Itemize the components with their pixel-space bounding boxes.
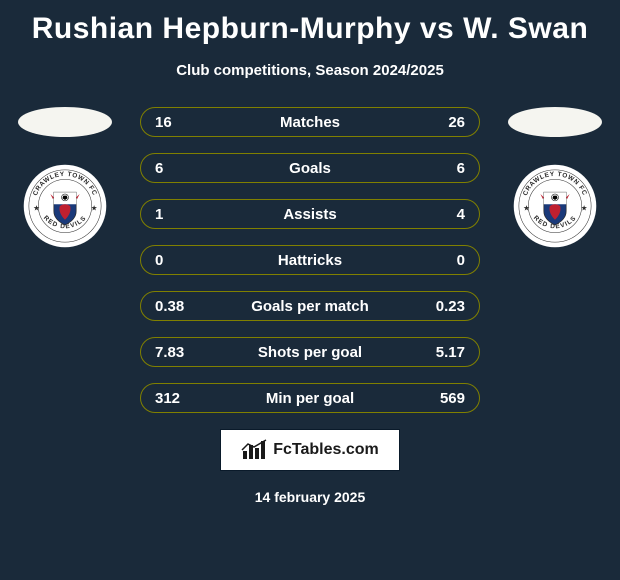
stat-left-value: 0 bbox=[155, 252, 195, 269]
stat-label: Min per goal bbox=[195, 390, 425, 407]
comparison-panel: CRAWLEY TOWN FC RED DEVILS ★ ★ CRAWLEY T… bbox=[0, 107, 620, 413]
ball-icon bbox=[508, 107, 602, 137]
stat-right-value: 6 bbox=[425, 160, 465, 177]
brand-footer: FcTables.com bbox=[220, 429, 400, 471]
stat-label: Hattricks bbox=[195, 252, 425, 269]
stat-right-value: 569 bbox=[425, 390, 465, 407]
svg-text:★: ★ bbox=[91, 203, 98, 212]
stat-row: 6Goals6 bbox=[140, 153, 480, 183]
stat-label: Matches bbox=[195, 114, 425, 131]
player-right-side: CRAWLEY TOWN FC RED DEVILS ★ ★ bbox=[508, 107, 602, 249]
stat-right-value: 26 bbox=[425, 114, 465, 131]
stat-row: 0.38Goals per match0.23 bbox=[140, 291, 480, 321]
stat-left-value: 6 bbox=[155, 160, 195, 177]
stat-row: 312Min per goal569 bbox=[140, 383, 480, 413]
stat-right-value: 0.23 bbox=[425, 298, 465, 315]
stat-left-value: 16 bbox=[155, 114, 195, 131]
stat-right-value: 5.17 bbox=[425, 344, 465, 361]
stat-row: 0Hattricks0 bbox=[140, 245, 480, 275]
stat-rows: 16Matches266Goals61Assists40Hattricks00.… bbox=[140, 107, 480, 413]
svg-text:★: ★ bbox=[523, 203, 530, 212]
stat-row: 7.83Shots per goal5.17 bbox=[140, 337, 480, 367]
stat-row: 1Assists4 bbox=[140, 199, 480, 229]
page-date: 14 february 2025 bbox=[0, 489, 620, 505]
stat-label: Goals per match bbox=[195, 298, 425, 315]
stat-row: 16Matches26 bbox=[140, 107, 480, 137]
stat-left-value: 0.38 bbox=[155, 298, 195, 315]
svg-text:★: ★ bbox=[581, 203, 588, 212]
stat-left-value: 7.83 bbox=[155, 344, 195, 361]
svg-text:★: ★ bbox=[33, 203, 40, 212]
stat-left-value: 1 bbox=[155, 206, 195, 223]
stat-label: Shots per goal bbox=[195, 344, 425, 361]
stat-right-value: 0 bbox=[425, 252, 465, 269]
page-title: Rushian Hepburn-Murphy vs W. Swan bbox=[0, 0, 620, 46]
ball-icon bbox=[18, 107, 112, 137]
stat-label: Assists bbox=[195, 206, 425, 223]
club-crest-left: CRAWLEY TOWN FC RED DEVILS ★ ★ bbox=[22, 163, 108, 249]
stat-left-value: 312 bbox=[155, 390, 195, 407]
brand-name: FcTables.com bbox=[273, 441, 379, 459]
stat-right-value: 4 bbox=[425, 206, 465, 223]
page-subtitle: Club competitions, Season 2024/2025 bbox=[0, 62, 620, 79]
chart-icon bbox=[241, 439, 267, 461]
player-left-side: CRAWLEY TOWN FC RED DEVILS ★ ★ bbox=[18, 107, 112, 249]
stat-label: Goals bbox=[195, 160, 425, 177]
club-crest-right: CRAWLEY TOWN FC RED DEVILS ★ ★ bbox=[512, 163, 598, 249]
